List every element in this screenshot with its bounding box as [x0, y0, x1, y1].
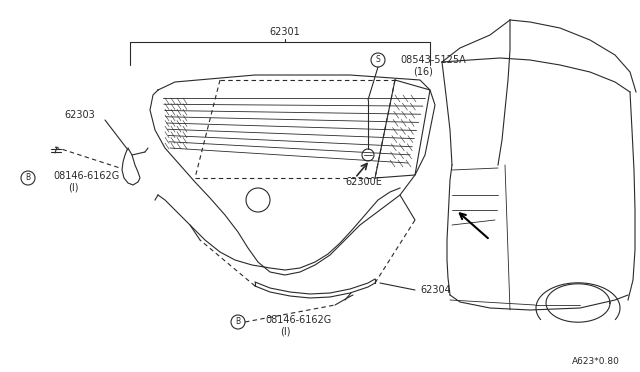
- Text: 62300E: 62300E: [345, 177, 382, 187]
- Circle shape: [246, 188, 270, 212]
- Text: S: S: [376, 55, 380, 64]
- Text: (16): (16): [413, 67, 433, 77]
- Text: 08543-5125A: 08543-5125A: [400, 55, 466, 65]
- Text: A623*0.80: A623*0.80: [572, 357, 620, 366]
- Text: (I): (I): [280, 327, 291, 337]
- Text: (I): (I): [68, 183, 78, 193]
- Circle shape: [362, 149, 374, 161]
- Text: 08146-6162G: 08146-6162G: [53, 171, 119, 181]
- Text: 08146-6162G: 08146-6162G: [265, 315, 331, 325]
- Text: 62301: 62301: [269, 27, 300, 37]
- Text: B: B: [236, 317, 241, 327]
- Text: 62303: 62303: [65, 110, 95, 120]
- Text: 62304: 62304: [420, 285, 451, 295]
- Text: B: B: [26, 173, 31, 183]
